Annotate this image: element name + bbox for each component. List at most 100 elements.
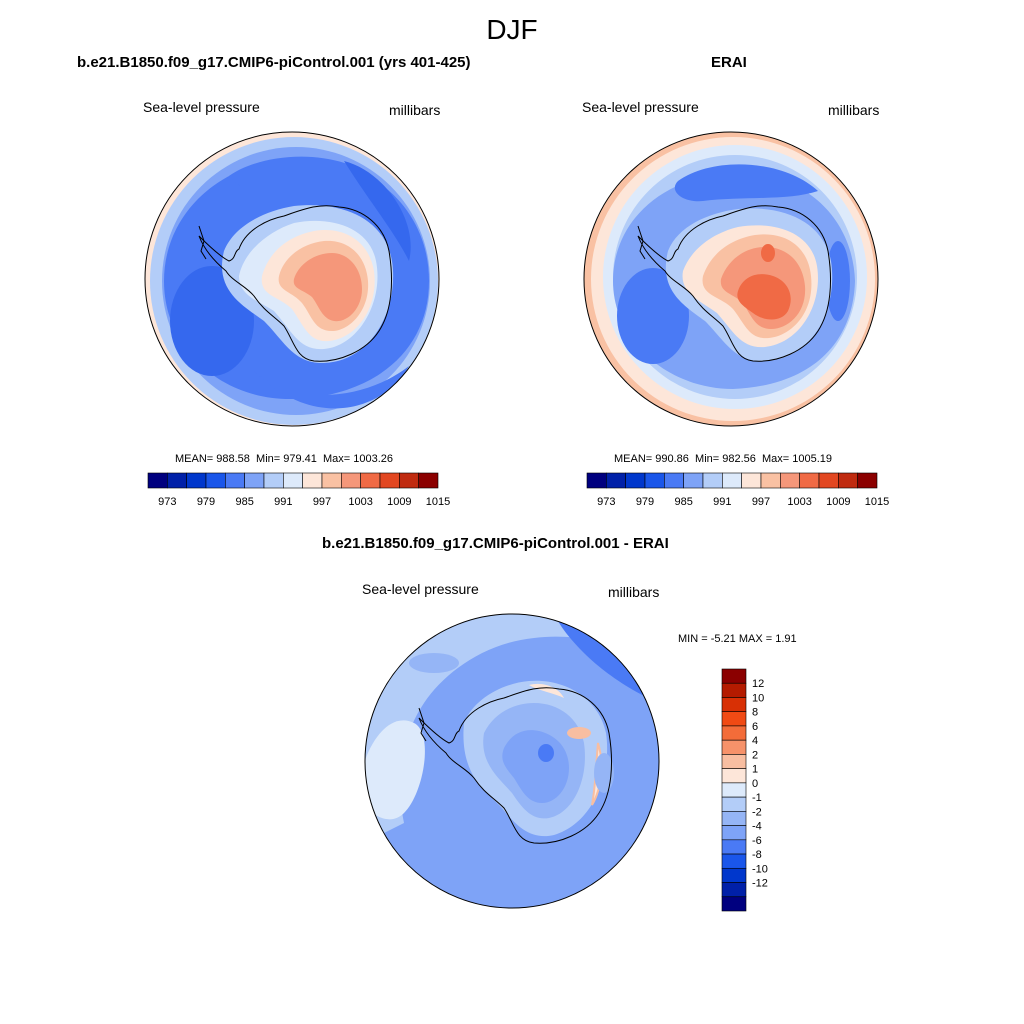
colorbar-swatch: [225, 472, 245, 489]
panel1-min: Min= 979.41: [256, 453, 317, 465]
panel2-mean: MEAN= 990.86: [614, 453, 689, 465]
panel1-title: b.e21.B1850.f09_g17.CMIP6-piControl.001 …: [77, 54, 471, 71]
colorbar-tick-label: 979: [197, 496, 215, 508]
colorbar-swatch: [167, 472, 187, 489]
panel2-polar-map: [583, 131, 879, 427]
colorbar-swatch: [741, 472, 762, 489]
colorbar-swatch: [721, 882, 747, 898]
colorbar-tick-label: 991: [274, 496, 292, 508]
colorbar-tick-label: 973: [597, 496, 615, 508]
colorbar-swatch: [360, 472, 381, 489]
colorbar-tick-label: 991: [713, 496, 731, 508]
colorbar-swatch: [205, 472, 226, 489]
panel1-colorbar: 973 979 985 991 997 1003 1009 1015: [147, 472, 450, 508]
colorbar-swatch: [838, 472, 858, 489]
colorbar-tick-label: 1003: [787, 496, 811, 508]
panel1-polar-map: [144, 131, 440, 427]
colorbar-tick-label: -6: [752, 835, 762, 847]
colorbar-swatch: [760, 472, 781, 489]
panel2-colorbar: 973 979 985 991 997 1003 1009 1015: [586, 472, 889, 508]
colorbar-tick-label: 973: [158, 496, 176, 508]
colorbar-swatch: [263, 472, 284, 489]
colorbar-tick-label: 1015: [426, 496, 450, 508]
panel1-stats: MEAN= 988.58 Min= 979.41 Max= 1003.26: [175, 453, 393, 465]
colorbar-tick-label: -8: [752, 849, 762, 861]
page-title: DJF: [486, 14, 538, 45]
colorbar-tick-label: 1: [752, 764, 758, 776]
colorbar-swatch: [721, 668, 747, 684]
colorbar-swatch: [721, 825, 747, 841]
colorbar-swatch: [721, 711, 747, 727]
colorbar-swatch: [721, 768, 747, 784]
panel2-max: Max= 1005.19: [762, 453, 833, 465]
colorbar-tick-label: -10: [752, 863, 768, 875]
colorbar-swatch: [186, 472, 207, 489]
panel1-max: Max= 1003.26: [323, 453, 394, 465]
panel3-max: MAX = 1.91: [738, 633, 797, 645]
colorbar-swatch: [244, 472, 265, 489]
colorbar-swatch: [664, 472, 684, 489]
colorbar-swatch: [721, 796, 747, 812]
panel3-stats: MIN = -5.21 MAX = 1.91: [678, 633, 797, 645]
colorbar-swatch: [721, 682, 747, 698]
panel3-min: MIN = -5.21: [678, 633, 736, 645]
colorbar-tick-label: 1015: [865, 496, 889, 508]
panel3-variable-label: Sea-level pressure: [362, 581, 479, 597]
colorbar-swatch: [721, 782, 747, 798]
colorbar-tick-label: 4: [752, 735, 758, 747]
colorbar-swatch: [644, 472, 665, 489]
colorbar-tick-label: 10: [752, 692, 764, 704]
colorbar-swatch: [721, 811, 747, 826]
panel1-units-label: millibars: [389, 102, 441, 118]
colorbar-tick-label: 6: [752, 721, 758, 733]
panel2-title: ERAI: [711, 54, 747, 71]
colorbar-swatch: [721, 867, 747, 883]
colorbar-swatch: [721, 739, 747, 755]
colorbar-swatch: [722, 472, 742, 489]
panel3-polar-map: [364, 613, 660, 909]
panel2-units-label: millibars: [828, 102, 880, 118]
colorbar-swatch: [625, 472, 646, 489]
panel2-min: Min= 982.56: [695, 453, 756, 465]
colorbar-tick-label: 1009: [387, 496, 411, 508]
colorbar-swatch: [721, 896, 747, 912]
colorbar-swatch: [302, 472, 323, 489]
colorbar-tick-label: 2: [752, 749, 758, 761]
colorbar-tick-label: 1009: [826, 496, 850, 508]
colorbar-swatch: [283, 472, 303, 489]
colorbar-tick-label: 985: [674, 496, 692, 508]
colorbar-tick-label: 979: [636, 496, 654, 508]
colorbar-swatch: [606, 472, 626, 489]
colorbar-swatch: [721, 754, 747, 769]
colorbar-swatch: [341, 472, 361, 489]
colorbar-swatch: [799, 472, 820, 489]
colorbar-swatch: [379, 472, 400, 489]
panel2-stats: MEAN= 990.86 Min= 982.56 Max= 1005.19: [614, 453, 832, 465]
colorbar-swatch: [147, 472, 168, 489]
colorbar-tick-label: 997: [752, 496, 770, 508]
colorbar-swatch: [418, 472, 439, 489]
colorbar-tick-label: 997: [313, 496, 331, 508]
colorbar-swatch: [683, 472, 704, 489]
colorbar-swatch: [321, 472, 342, 489]
colorbar-swatch: [721, 697, 747, 713]
colorbar-swatch: [702, 472, 723, 489]
colorbar-tick-label: 12: [752, 678, 764, 690]
colorbar-tick-label: -12: [752, 878, 768, 890]
colorbar-tick-label: 0: [752, 778, 758, 790]
colorbar-swatch: [721, 725, 747, 741]
panel1-mean: MEAN= 988.58: [175, 453, 250, 465]
colorbar-tick-label: -2: [752, 806, 762, 818]
colorbar-swatch: [818, 472, 839, 489]
colorbar-tick-label: -4: [752, 821, 762, 833]
colorbar-swatch: [586, 472, 607, 489]
panel3-title: b.e21.B1850.f09_g17.CMIP6-piControl.001 …: [322, 535, 669, 552]
colorbar-swatch: [721, 839, 747, 855]
colorbar-tick-label: 1003: [348, 496, 372, 508]
panel1-variable-label: Sea-level pressure: [143, 99, 260, 115]
colorbar-tick-label: -1: [752, 792, 762, 804]
colorbar-swatch: [399, 472, 419, 489]
panel2-variable-label: Sea-level pressure: [582, 99, 699, 115]
colorbar-tick-label: 8: [752, 707, 758, 719]
